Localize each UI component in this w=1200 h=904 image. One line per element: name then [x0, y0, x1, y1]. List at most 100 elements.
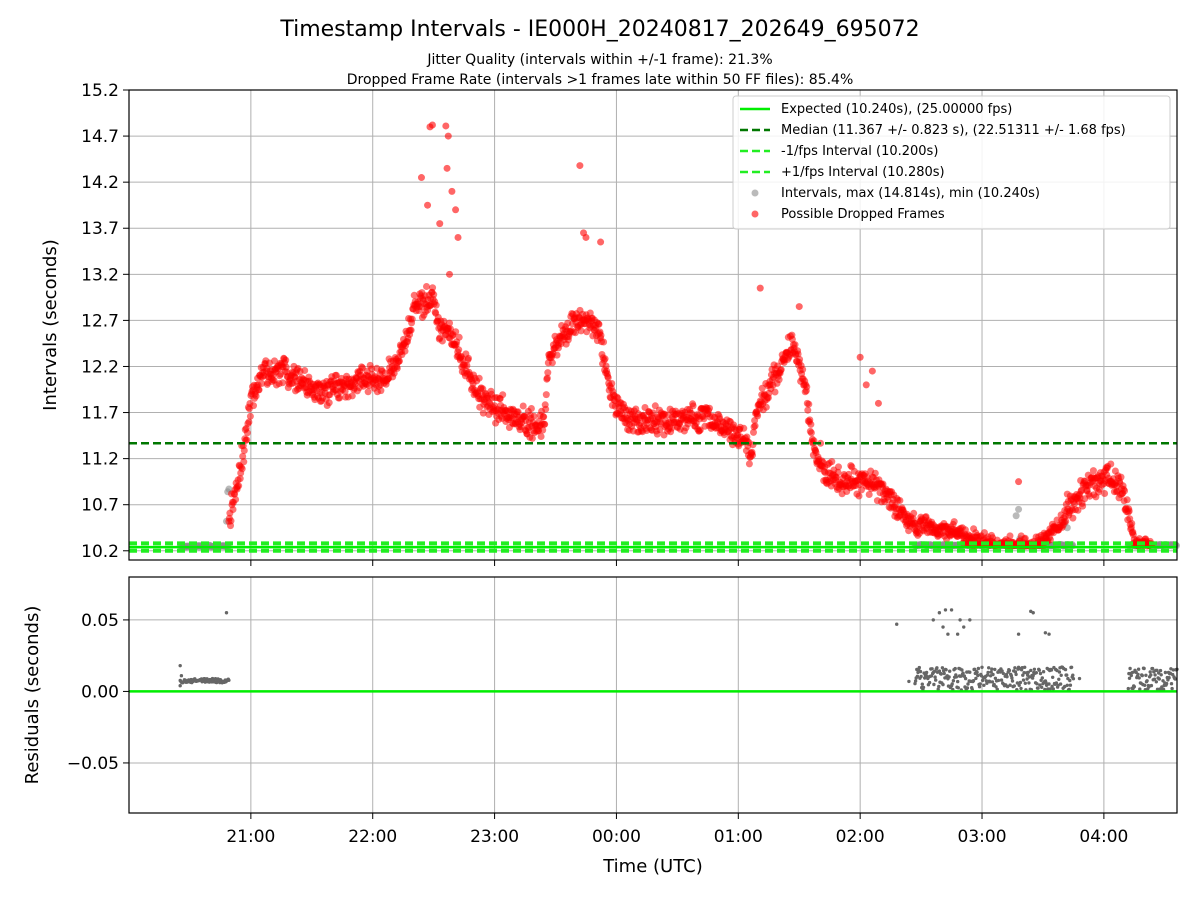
dropped-frame-point — [410, 291, 418, 299]
dropped-frame-point — [336, 394, 343, 402]
dropped-frame-point — [1101, 490, 1109, 497]
residual-point — [1138, 687, 1142, 691]
residual-point — [1051, 675, 1055, 679]
residual-point — [1148, 670, 1152, 674]
residual-point — [1068, 683, 1073, 687]
dropped-frame-point — [544, 369, 552, 377]
dropped-frame-point — [950, 518, 958, 526]
residual-point — [1049, 668, 1054, 672]
residual-point — [968, 670, 972, 674]
intervals-y-ticks: 10.2 10.7 11.2 11.7 12.2 12.7 13.2 13.7 14.2 14.7… — [81, 81, 129, 562]
x-tick-label: 02:00 — [836, 827, 885, 847]
dropped-frame-point — [649, 409, 657, 417]
residuals-y-ticks: 0.05 0.00 −0.05 — [67, 611, 129, 774]
intervals-y-tick-label: 11.7 — [81, 404, 119, 424]
dropped-frame-point — [896, 497, 904, 504]
dropped-frame-point — [445, 270, 453, 278]
residual-point — [978, 682, 982, 686]
dropped-frame-point — [341, 387, 349, 395]
dropped-frame-point — [1107, 460, 1115, 468]
dropped-frame-point — [542, 391, 550, 399]
chart-subtitle-jitter: Jitter Quality (intervals within +/-1 fr… — [426, 52, 772, 68]
dropped-frame-point — [443, 164, 451, 172]
residual-point — [990, 667, 994, 671]
dropped-frame-point — [807, 429, 815, 437]
residual-point — [913, 679, 918, 683]
dropped-frame-point — [835, 463, 842, 471]
residual-point — [980, 665, 984, 669]
dropped-frame-point — [442, 122, 450, 130]
dropped-frame-point — [239, 452, 247, 460]
residual-point — [1029, 668, 1033, 673]
residual-point — [1040, 685, 1044, 689]
legend-box — [732, 95, 1171, 230]
residual-point — [956, 686, 960, 690]
residual-point — [1046, 687, 1050, 691]
dropped-frame-point — [528, 434, 536, 442]
x-tick-label: 01:00 — [714, 827, 763, 847]
residual-point — [934, 678, 938, 682]
residual-point — [1017, 683, 1021, 687]
dropped-frame-point — [543, 374, 551, 382]
residual-point — [1144, 673, 1148, 677]
residual-point — [935, 666, 939, 670]
dropped-frame-point — [429, 284, 437, 292]
dropped-frame-point — [608, 380, 616, 387]
intervals-y-tick-label: 14.2 — [81, 173, 119, 193]
residual-point — [994, 685, 998, 689]
dropped-frame-point — [438, 337, 446, 345]
dropped-frame-point — [542, 405, 550, 413]
residual-point — [950, 682, 954, 686]
dropped-frame-point — [597, 331, 605, 339]
dropped-frame-point — [348, 392, 356, 400]
dropped-frame-point — [448, 187, 456, 195]
residual-point — [954, 675, 959, 679]
residual-point — [179, 673, 184, 678]
dropped-frame-point — [796, 355, 804, 363]
residual-point — [1047, 632, 1051, 636]
residual-point — [1150, 666, 1155, 671]
residual-point — [1007, 668, 1012, 673]
dropped-frame-point — [1069, 514, 1077, 522]
residual-point — [1026, 670, 1031, 674]
residual-point — [975, 670, 979, 675]
dropped-frame-point — [777, 366, 785, 374]
dropped-frame-point — [463, 362, 471, 369]
residual-point — [1044, 681, 1048, 685]
residual-point — [1157, 677, 1162, 681]
legend-label-minus-one-frame: -1/fps Interval (10.200s) — [781, 144, 938, 159]
residual-point — [1071, 677, 1076, 681]
residual-point — [951, 679, 956, 683]
residual-point — [961, 671, 965, 675]
residual-point — [1169, 682, 1174, 686]
residual-point — [1010, 676, 1014, 680]
residual-point — [944, 668, 948, 672]
dropped-frame-point — [227, 517, 235, 525]
legend-label-intervals: Intervals, max (14.814s), min (10.240s) — [781, 186, 1040, 201]
intervals-y-tick-label: 10.7 — [81, 496, 119, 516]
intervals-y-tick-label: 13.7 — [81, 219, 119, 239]
x-tick-label: 03:00 — [958, 827, 1007, 847]
dropped-frame-point — [514, 408, 522, 416]
residual-point — [946, 632, 950, 636]
dropped-frame-point — [479, 409, 487, 417]
residual-point — [1022, 671, 1026, 675]
residual-point — [1167, 676, 1171, 680]
dropped-frame-point — [455, 333, 463, 341]
residual-point — [1041, 670, 1046, 674]
dropped-frame-point — [1123, 496, 1131, 504]
residual-point — [1136, 672, 1140, 677]
residual-point — [1035, 682, 1039, 686]
residual-point — [1015, 681, 1020, 685]
residual-point — [178, 684, 182, 688]
residual-point — [1065, 673, 1069, 677]
residual-point — [948, 669, 952, 673]
residual-point — [1019, 686, 1023, 691]
interval-point — [1012, 512, 1020, 520]
residual-point — [988, 680, 992, 684]
residual-point — [941, 625, 945, 629]
residual-point — [1057, 677, 1061, 681]
residual-point — [1137, 676, 1141, 680]
